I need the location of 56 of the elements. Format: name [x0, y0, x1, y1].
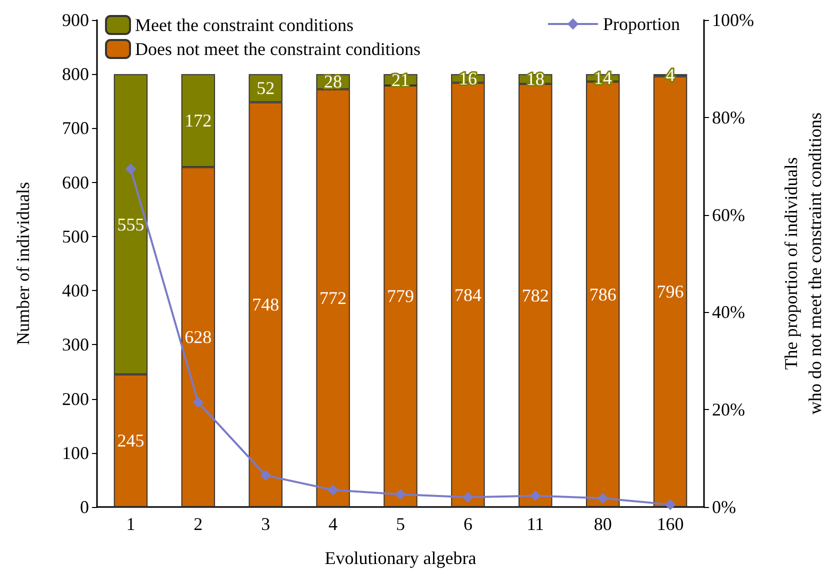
y2-tick-label: 60% [712, 204, 745, 225]
point [260, 470, 272, 481]
data-label: 245 [117, 430, 144, 451]
data-label: 172 [184, 110, 212, 131]
y-tick-label: 900 [62, 10, 89, 30]
x-tick-label: 6 [463, 514, 472, 534]
y2-tick-label: 80% [712, 107, 745, 128]
data-label: 28 [324, 72, 342, 92]
data-label: 18 [526, 68, 544, 89]
y2-tick-label: 20% [712, 400, 745, 420]
data-label: 748 [252, 294, 280, 315]
legend-label: Does not meet the constraint conditions [135, 39, 420, 59]
data-label: 782 [522, 285, 549, 306]
point [328, 484, 339, 496]
x-tick-label: 5 [396, 514, 405, 534]
x-tick-label: 1 [126, 514, 136, 534]
data-label: 628 [184, 327, 212, 348]
point [597, 492, 608, 504]
data-label: 772 [320, 288, 347, 308]
y-tick-label: 500 [62, 226, 89, 246]
data-label: 779 [387, 286, 414, 306]
y-tick-label: 0 [80, 497, 89, 517]
point [395, 488, 406, 500]
data-label: 784 [454, 284, 482, 305]
y-tick-label: 200 [62, 388, 89, 409]
point [462, 492, 474, 503]
legend-label: Proportion [603, 14, 680, 34]
y2-axis-title: The proportion of individuals who do not meet the constraint conditions [781, 112, 825, 414]
point [530, 490, 541, 502]
y-tick-label: 700 [62, 118, 89, 138]
y-tick-label: 600 [62, 172, 89, 192]
x-axis-title: Evolutionary algebra [324, 548, 476, 568]
x-tick-label: 3 [261, 514, 270, 534]
y2-tick-label: 0% [712, 497, 736, 517]
y2-tick-label: 100% [712, 10, 754, 30]
data-label: 796 [656, 282, 684, 302]
x-tick-label: 80 [594, 514, 612, 534]
point [125, 164, 136, 175]
data-label: 21 [392, 70, 410, 90]
data-label: 555 [117, 214, 144, 234]
y-tick-label: 400 [62, 280, 89, 301]
y-tick-label: 800 [62, 64, 89, 84]
y2-tick-label: 40% [712, 302, 745, 322]
point [192, 396, 204, 408]
data-label: 4 [666, 65, 675, 86]
x-tick-label: 160 [656, 514, 684, 534]
legend-label: Meet the constraint conditions [135, 15, 354, 35]
point [664, 499, 676, 510]
y-tick-label: 300 [62, 334, 89, 355]
x-tick-label: 11 [526, 514, 544, 534]
y-tick-label: 100 [62, 442, 89, 463]
data-label: 52 [256, 78, 275, 98]
data-label: 786 [589, 284, 616, 304]
y-axis-title: Number of individuals [13, 182, 33, 345]
x-tick-label: 2 [194, 514, 203, 534]
x-tick-label: 4 [328, 514, 338, 534]
